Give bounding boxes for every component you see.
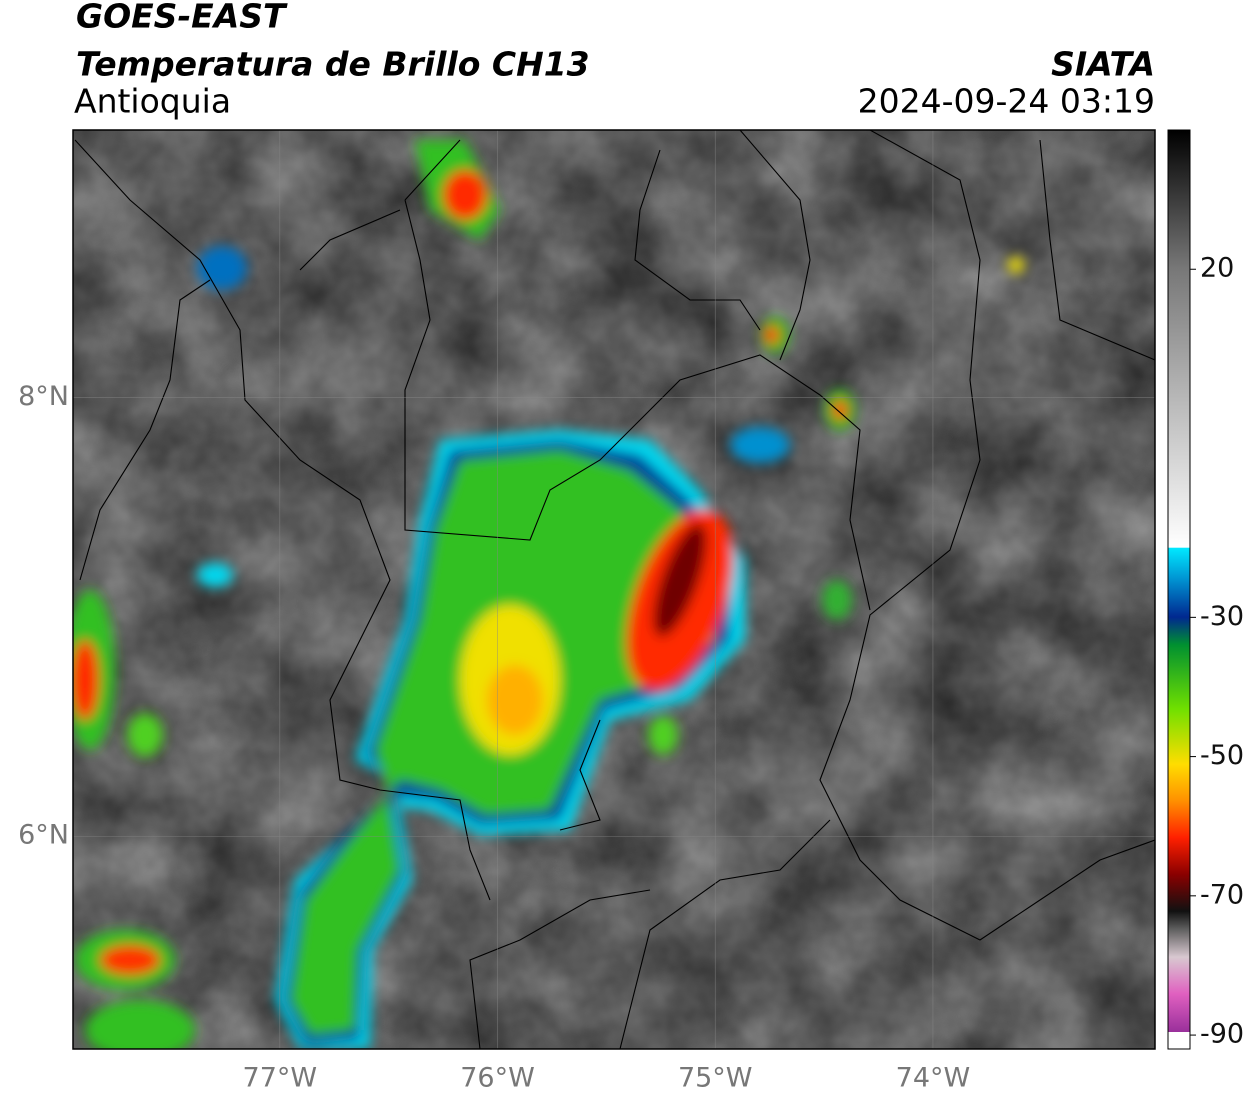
lon-tick-label: 76°W (460, 1063, 535, 1094)
lat-tick-label: 6°N (18, 820, 69, 851)
lon-tick-label: 77°W (243, 1063, 318, 1094)
source: SIATA (1051, 45, 1155, 84)
title: GOES-EAST (76, 0, 288, 36)
colorbar-tick-label: 20 (1200, 253, 1234, 284)
lon-tick-label: 74°W (896, 1063, 971, 1094)
map-frame (72, 129, 1156, 1050)
colorbar-frame (1167, 129, 1191, 1050)
region: Antioquia (74, 82, 231, 121)
satellite-image (73, 130, 1155, 1049)
colorbar-tick-label: -30 (1200, 601, 1244, 632)
colorbar-tick-label: -50 (1200, 740, 1244, 771)
colorbar (1168, 130, 1190, 1049)
datetime: 2024-09-24 03:19 (858, 82, 1155, 121)
lon-tick-label: 75°W (678, 1063, 753, 1094)
colorbar-tick-label: -90 (1200, 1019, 1244, 1050)
colorbar-tick-label: -70 (1200, 879, 1244, 910)
subtitle: Temperatura de Brillo CH13 (76, 45, 590, 84)
lat-tick-label: 8°N (18, 381, 69, 412)
colorbar-under (1168, 1032, 1190, 1049)
